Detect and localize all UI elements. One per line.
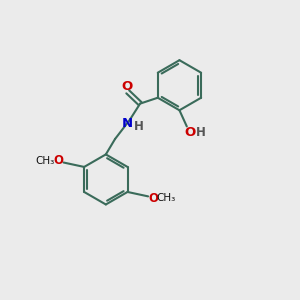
Text: N: N — [122, 117, 133, 130]
Text: H: H — [196, 126, 206, 140]
Text: O: O — [53, 154, 63, 167]
Text: CH₃: CH₃ — [36, 156, 55, 166]
Text: O: O — [184, 126, 195, 140]
Text: CH₃: CH₃ — [157, 193, 176, 203]
Text: O: O — [148, 192, 158, 205]
Text: O: O — [121, 80, 132, 93]
Text: H: H — [134, 120, 144, 133]
